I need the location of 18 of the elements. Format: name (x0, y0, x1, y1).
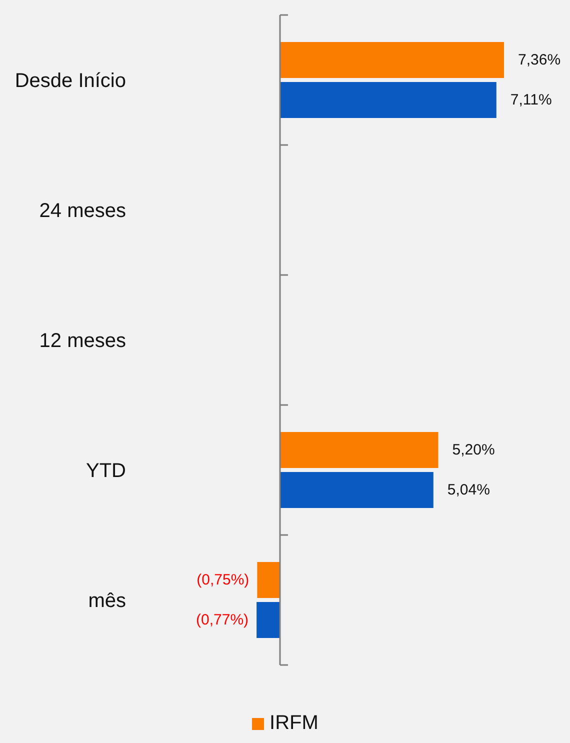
legend-label: IRFM (270, 712, 318, 735)
y-tick-label: YTD (86, 460, 126, 482)
data-label: 7,11% (510, 92, 552, 108)
data-label: 5,20% (452, 442, 495, 458)
data-label: (0,77%) (196, 612, 249, 628)
bar (280, 472, 434, 508)
data-label: (0,75%) (196, 572, 250, 588)
y-tick-label: 12 meses (39, 330, 126, 352)
bar (257, 562, 280, 598)
y-tick-label: mês (88, 590, 126, 612)
bar (256, 602, 280, 638)
data-label: 7,36% (518, 52, 561, 68)
bar (280, 42, 504, 78)
y-tick-label: 24 meses (39, 200, 126, 222)
bar (280, 82, 496, 118)
y-tick-label: Desde Início (14, 70, 126, 92)
data-label: 5,04% (447, 482, 490, 498)
bar (280, 432, 438, 468)
